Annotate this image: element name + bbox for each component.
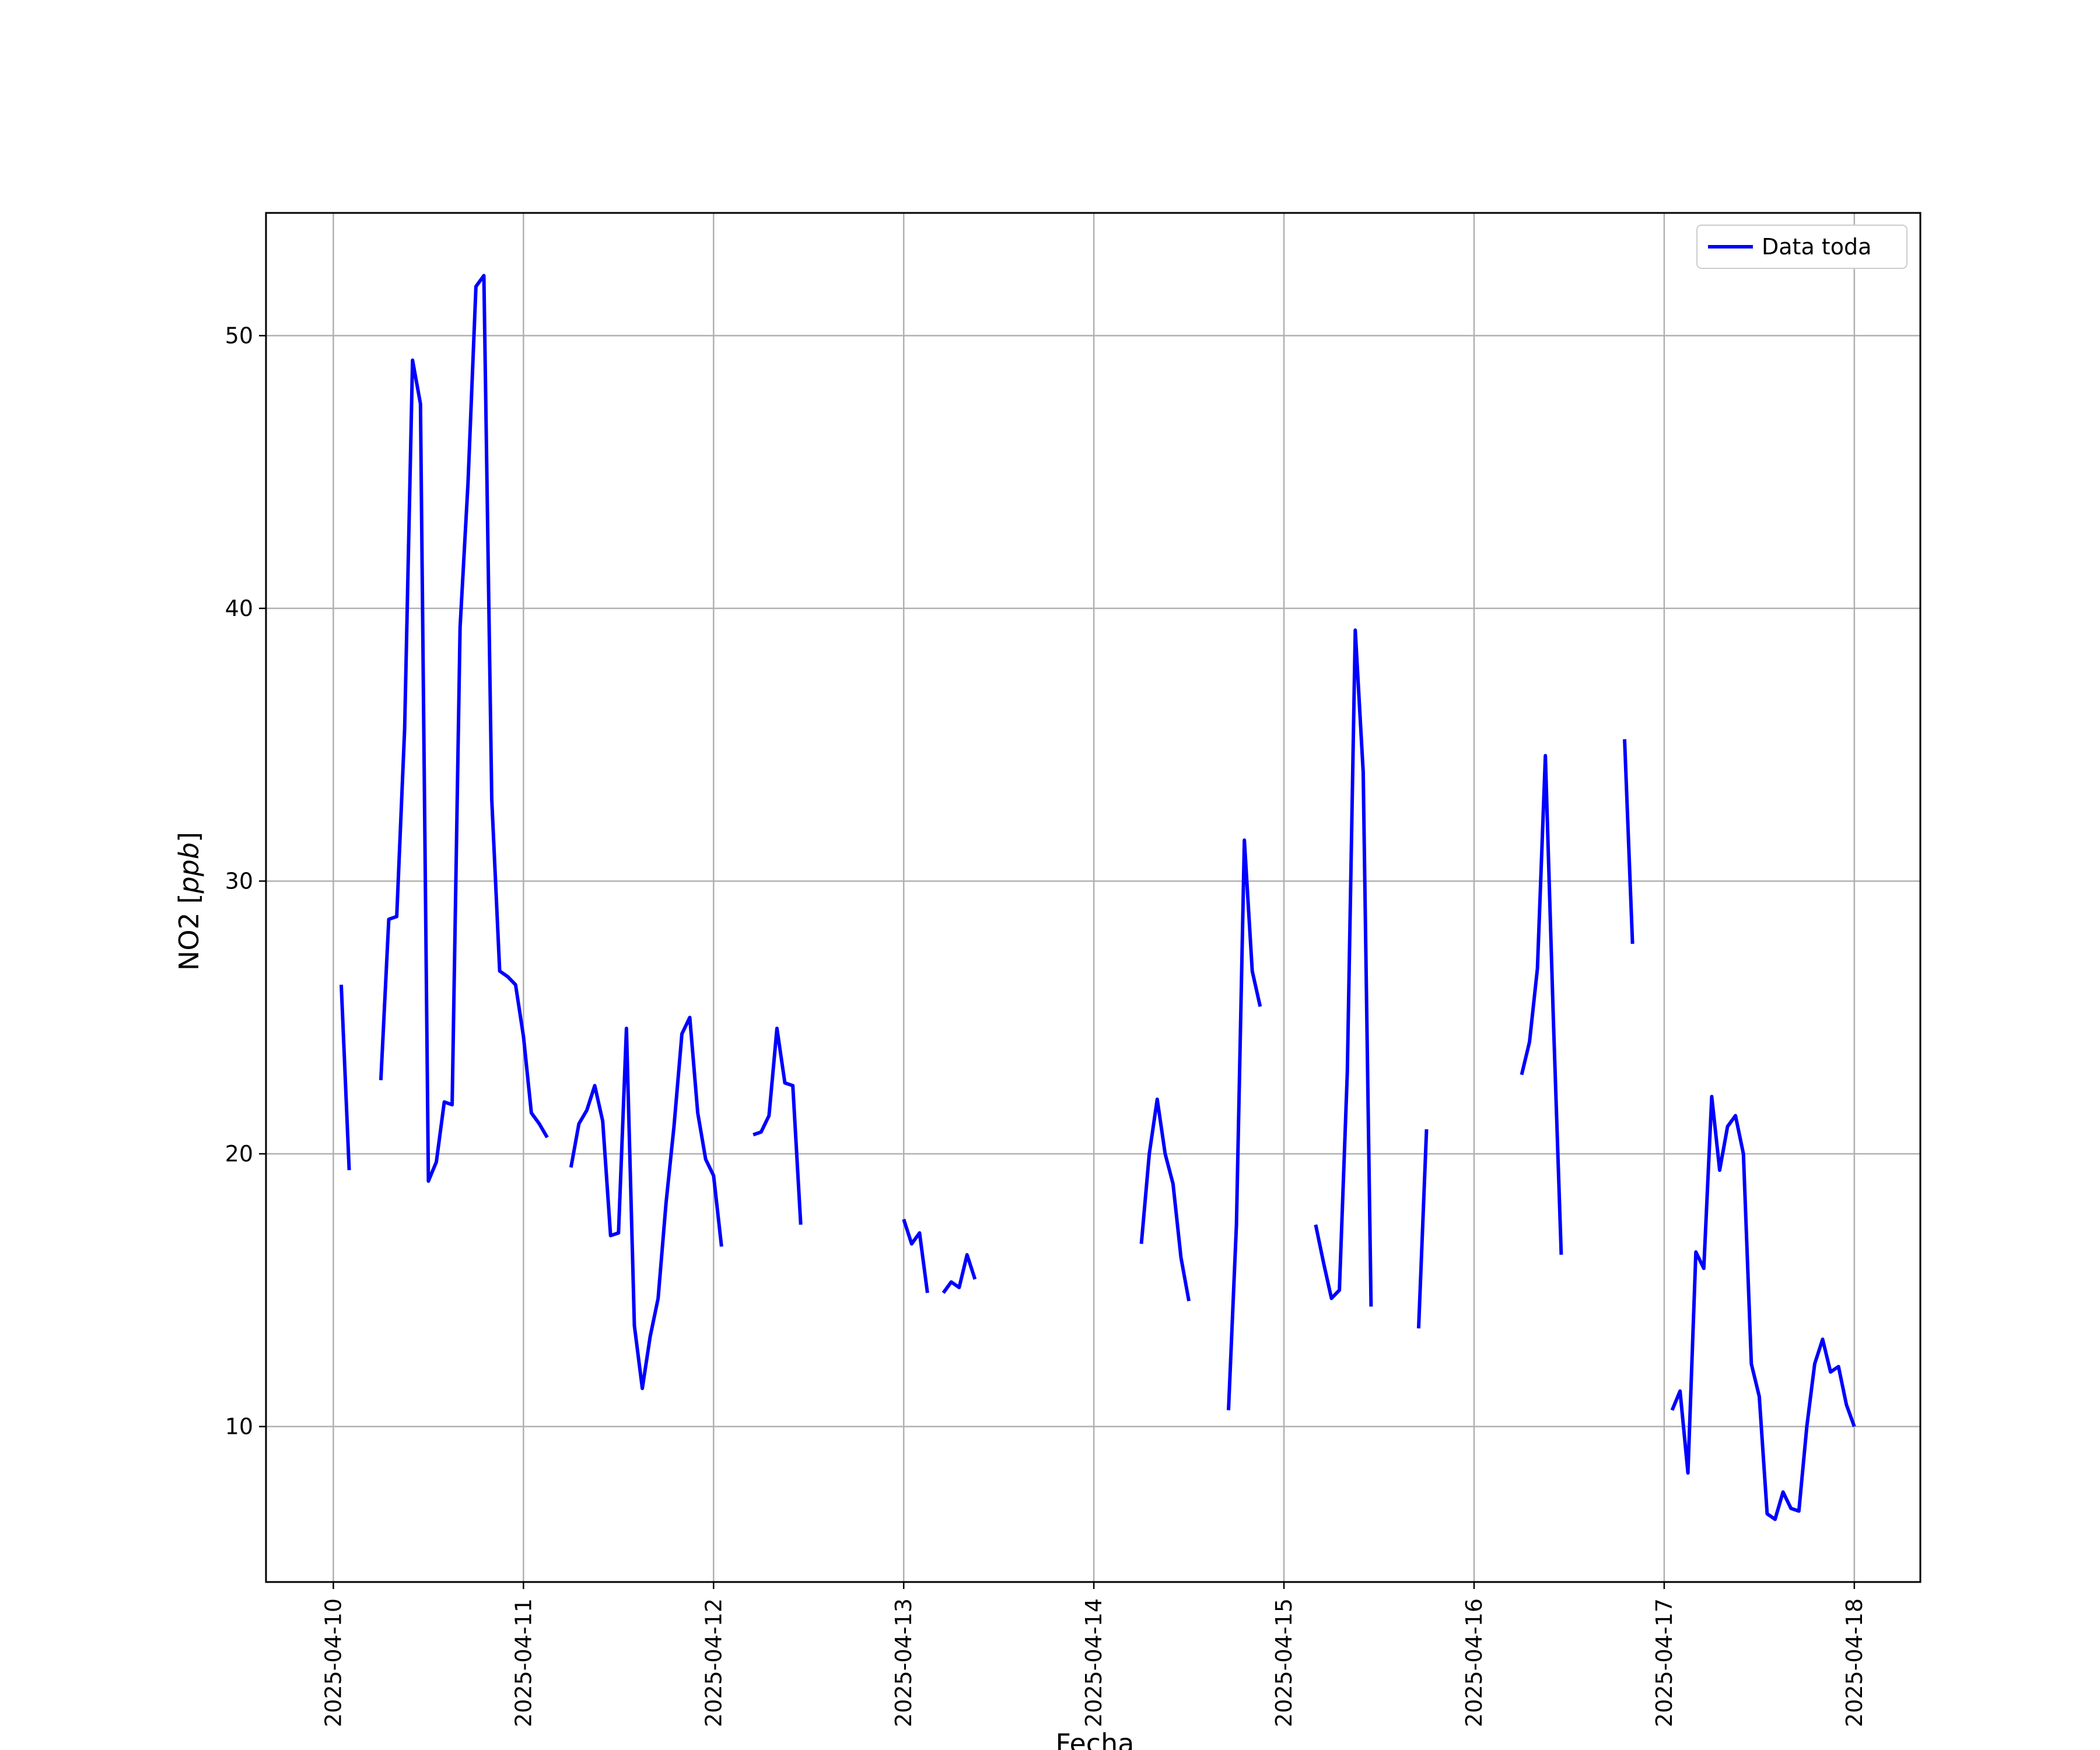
series-line-segment — [752, 1026, 803, 1225]
y-tick-label: 50 — [225, 323, 253, 348]
series-line-segment — [1520, 754, 1563, 1255]
series-line-segment — [942, 1253, 977, 1294]
x-tick-label: 2025-04-14 — [1081, 1598, 1107, 1727]
series-line-segment — [1623, 739, 1634, 944]
x-tick-label: 2025-04-15 — [1271, 1598, 1297, 1727]
series-line-segment — [1416, 1129, 1429, 1329]
series-group — [340, 274, 1856, 1521]
series-line-segment — [1139, 1097, 1191, 1301]
legend-label: Data toda — [1762, 234, 1871, 260]
grid-lines — [266, 213, 1920, 1582]
series-line-segment — [379, 274, 549, 1183]
y-axis-label-unit: ppb — [173, 842, 205, 894]
series-line-segment — [1314, 628, 1373, 1307]
x-tick-label: 2025-04-16 — [1461, 1598, 1487, 1727]
series-line-segment — [340, 984, 351, 1171]
series-line-segment — [902, 1219, 929, 1293]
y-tick-label: 40 — [225, 596, 253, 621]
series-line-segment — [1670, 1094, 1856, 1521]
x-tick-label: 2025-04-11 — [510, 1598, 536, 1727]
x-axis-label: Fecha — [1056, 1728, 1135, 1750]
x-tick-label: 2025-04-10 — [320, 1598, 346, 1727]
series-line-segment — [1227, 838, 1262, 1410]
y-axis-ticks: 10 20 30 40 50 — [225, 323, 266, 1440]
y-tick-label: 20 — [225, 1141, 253, 1167]
x-tick-label: 2025-04-17 — [1651, 1598, 1677, 1727]
y-axis-label: NO2 [ppb] — [173, 832, 205, 971]
x-tick-label: 2025-04-13 — [891, 1598, 916, 1727]
x-tick-label: 2025-04-12 — [701, 1598, 726, 1727]
y-axis-label-prefix: NO2 [ — [173, 894, 205, 971]
x-axis-ticks: 2025-04-10 2025-04-11 2025-04-12 2025-04-13… — [320, 1582, 1867, 1727]
y-axis-label-suffix: ] — [173, 832, 205, 842]
series-line-segment — [569, 1016, 723, 1391]
y-tick-label: 10 — [225, 1414, 253, 1440]
legend-box — [1696, 225, 1908, 269]
y-tick-label: 30 — [225, 868, 253, 894]
x-tick-label: 2025-04-18 — [1842, 1598, 1867, 1727]
legend: Data toda — [1696, 225, 1908, 269]
